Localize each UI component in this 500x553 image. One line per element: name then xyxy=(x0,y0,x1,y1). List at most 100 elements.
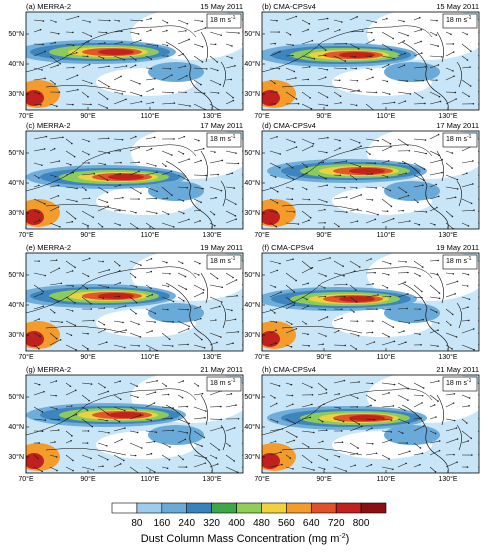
arrow-head xyxy=(456,336,458,338)
panel-label: (f) CMA-CPSv4 xyxy=(262,243,314,252)
arrow-head xyxy=(275,441,277,443)
arrow-head xyxy=(42,411,44,413)
arrow-head xyxy=(232,97,234,99)
arrow-head xyxy=(483,222,485,224)
arrow-head xyxy=(187,309,189,311)
arrow-head xyxy=(167,309,169,311)
arrow-head xyxy=(202,46,204,48)
arrow-head xyxy=(205,410,207,412)
colorbar-tick: 640 xyxy=(303,518,320,529)
arrow-head xyxy=(390,439,392,441)
arrow-head xyxy=(404,163,406,165)
arrow-head xyxy=(472,160,474,162)
arrow-head xyxy=(217,463,219,465)
arrow-head xyxy=(371,69,373,71)
arrow-head xyxy=(41,471,43,473)
colorbar-box xyxy=(311,503,336,513)
arrow-head xyxy=(135,64,137,66)
arrow-head xyxy=(406,308,408,310)
lon-label: 90°E xyxy=(316,475,332,483)
arrow-head xyxy=(388,160,390,162)
arrow-head xyxy=(391,49,393,51)
arrow-head xyxy=(167,197,169,199)
arrow-head xyxy=(343,275,345,277)
arrow-head xyxy=(56,380,58,382)
arrow-head xyxy=(174,102,176,104)
arrow-head xyxy=(182,380,184,382)
arrow-head xyxy=(356,187,358,189)
arrow-head xyxy=(108,269,110,271)
arrow-head xyxy=(309,23,311,25)
arrow-head xyxy=(169,338,171,340)
arrow-head xyxy=(238,163,240,165)
arrow-head xyxy=(120,76,122,78)
dust-blob xyxy=(260,453,280,469)
colorbar-box xyxy=(212,503,237,513)
arrow-head xyxy=(372,383,374,385)
arrow-head xyxy=(355,56,357,58)
arrow-head xyxy=(74,156,76,158)
arrow-head xyxy=(88,400,90,402)
arrow-head xyxy=(126,65,128,67)
arrow-head xyxy=(294,291,296,293)
colorbar-tick: 240 xyxy=(178,518,195,529)
arrow-head xyxy=(357,320,359,322)
arrow-head xyxy=(169,459,171,461)
arrow-head xyxy=(88,141,90,143)
arrow-head xyxy=(276,20,278,22)
arrow-head xyxy=(168,286,170,288)
arrow-head xyxy=(486,450,488,452)
arrow-head xyxy=(279,51,281,53)
arrow-head xyxy=(56,338,58,340)
panel-date: 17 May 2011 xyxy=(436,121,479,130)
lat-label: 40°N xyxy=(8,423,24,431)
arrow-head xyxy=(487,304,489,306)
arrow-head xyxy=(308,220,310,222)
arrow-head xyxy=(340,175,342,177)
arrow-head xyxy=(165,385,167,387)
dust-blob xyxy=(148,425,204,445)
arrow-head xyxy=(360,194,362,196)
arrow-head xyxy=(43,391,45,393)
arrow-head xyxy=(249,57,251,59)
lat-label: 30°N xyxy=(244,209,260,217)
arrow-head xyxy=(248,470,250,472)
arrow-head xyxy=(43,305,45,307)
arrow-head xyxy=(214,214,216,216)
arrow-head xyxy=(46,136,48,138)
arrow-head xyxy=(238,418,240,420)
arrow-head xyxy=(453,75,455,77)
arrow-head xyxy=(276,226,278,228)
arrow-head xyxy=(108,432,110,434)
arrow-head xyxy=(221,190,223,192)
arrow-head xyxy=(141,20,143,22)
arrow-head xyxy=(329,257,331,259)
arrow-head xyxy=(187,432,189,434)
arrow-head xyxy=(109,152,111,154)
arrow-head xyxy=(307,29,309,31)
arrow-head xyxy=(233,187,235,189)
arrow-head xyxy=(435,433,437,435)
arrow-head xyxy=(38,348,40,350)
arrow-head xyxy=(457,179,459,181)
arrow-head xyxy=(154,78,156,80)
arrow-head xyxy=(468,274,470,276)
arrow-head xyxy=(169,446,171,448)
arrow-head xyxy=(420,344,422,346)
lon-label: 70°E xyxy=(254,475,270,483)
arrow-head xyxy=(407,293,409,295)
arrow-head xyxy=(486,200,488,202)
arrow-head xyxy=(220,419,222,421)
arrow-head xyxy=(325,55,327,57)
lat-label: 30°N xyxy=(244,453,260,461)
arrow-head xyxy=(311,462,313,464)
arrow-head xyxy=(306,166,308,168)
arrow-head xyxy=(106,420,108,422)
arrow-head xyxy=(200,318,202,320)
lon-label: 70°E xyxy=(18,231,34,239)
arrow-head xyxy=(58,267,60,269)
panel-label: (e) MERRA-2 xyxy=(26,243,71,252)
arrow-head xyxy=(402,210,404,212)
arrow-head xyxy=(124,427,126,429)
arrow-head xyxy=(93,320,95,322)
